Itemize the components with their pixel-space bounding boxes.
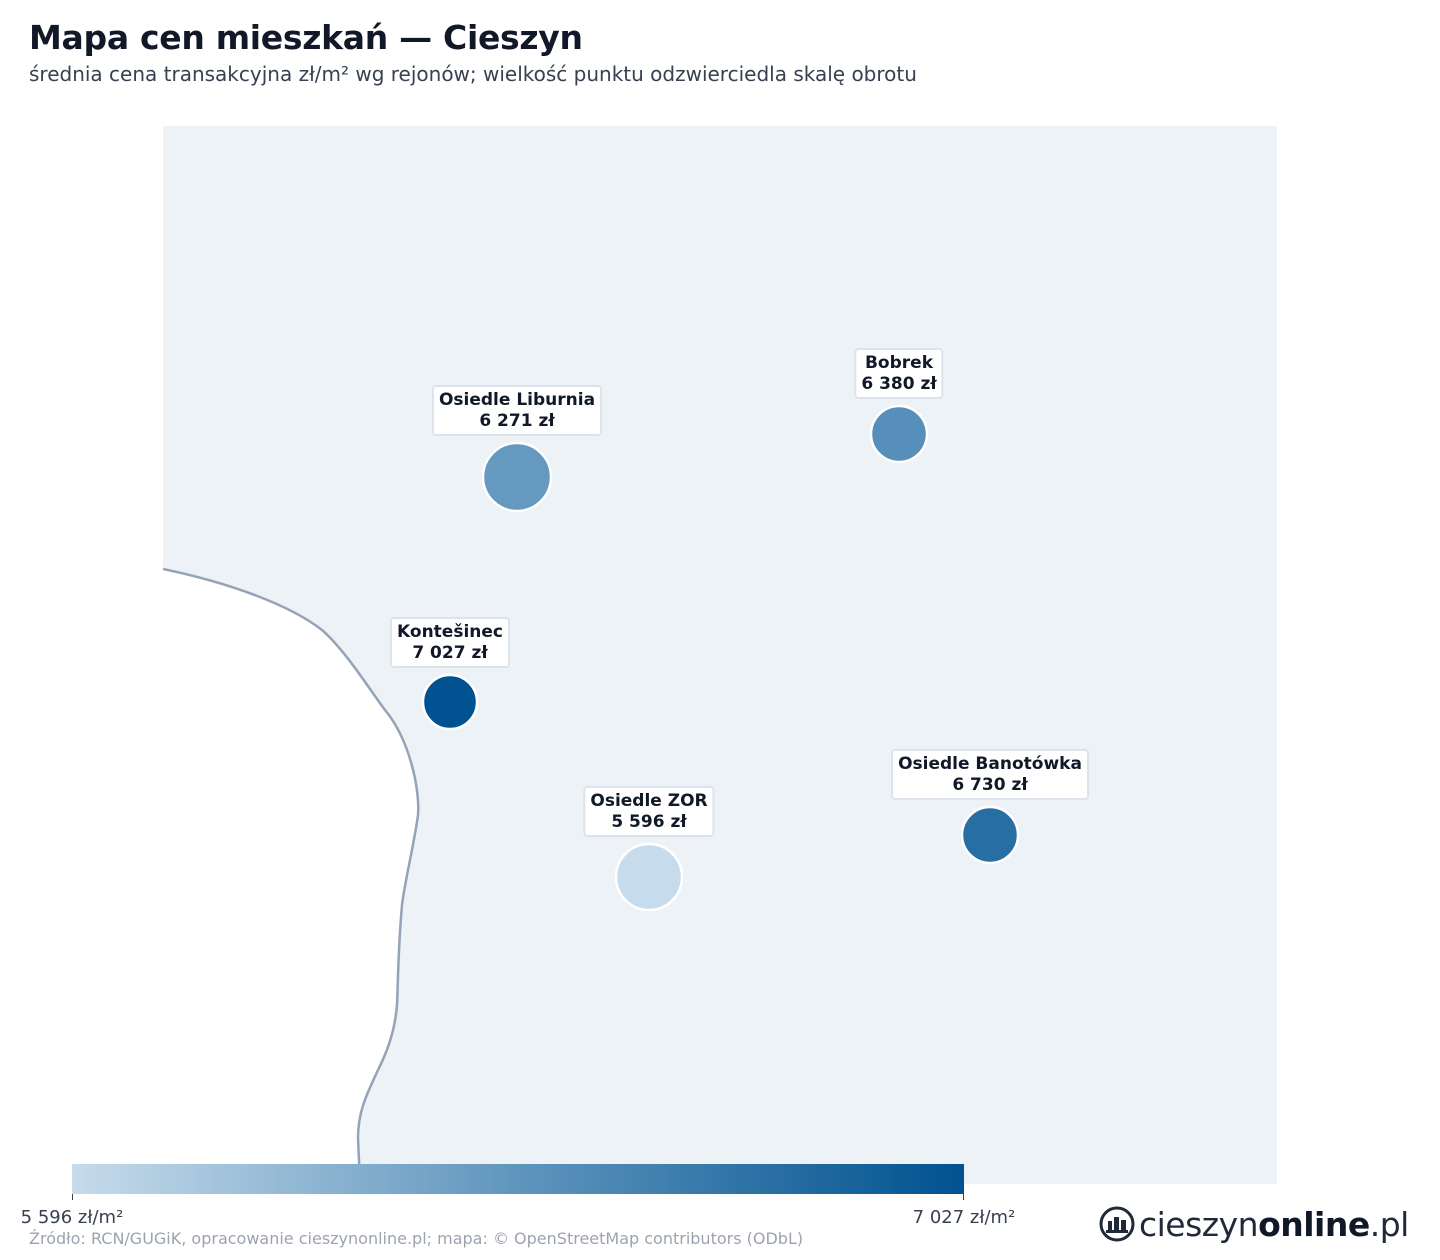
- page-title: Mapa cen mieszkań — Cieszyn: [29, 18, 583, 57]
- district-marker[interactable]: [869, 404, 929, 464]
- district-name: Osiedle ZOR: [590, 791, 708, 811]
- brand-suffix: .pl: [1369, 1204, 1410, 1244]
- district-label: Bobrek 6 380 zł: [854, 348, 944, 399]
- district-price: 6 380 zł: [861, 374, 937, 394]
- district-price: 5 596 zł: [611, 812, 687, 832]
- brand-bold: online: [1258, 1204, 1370, 1244]
- district-label: Kontešinec 7 027 zł: [390, 617, 510, 668]
- district-price: 6 271 zł: [479, 411, 555, 431]
- district-label: Osiedle Liburnia 6 271 zł: [431, 385, 603, 436]
- border-white-area: [163, 569, 419, 1184]
- scale-tick-min: [72, 1194, 73, 1200]
- district-name: Bobrek: [864, 353, 934, 373]
- district-name: Kontešinec: [397, 622, 503, 642]
- scale-tick-max: [963, 1194, 964, 1200]
- district-price: 7 027 zł: [412, 643, 488, 663]
- scale-min-label: 5 596 zł/m²: [20, 1207, 124, 1228]
- brand-logo[interactable]: cieszynonline.pl: [1099, 1203, 1409, 1245]
- district-marker[interactable]: [960, 805, 1020, 865]
- border-line: [163, 567, 420, 1184]
- district-price: 6 730 zł: [952, 775, 1028, 795]
- district-name: Osiedle Liburnia: [438, 390, 596, 410]
- scale-max-label: 7 027 zł/m²: [912, 1207, 1016, 1228]
- district-marker[interactable]: [481, 441, 553, 513]
- color-scale-bar: [72, 1164, 964, 1194]
- brand-prefix: cieszyn: [1139, 1204, 1259, 1244]
- district-marker[interactable]: [421, 673, 479, 731]
- district-label: Osiedle ZOR 5 596 zł: [583, 786, 715, 837]
- district-name: Osiedle Banotówka: [898, 754, 1082, 774]
- page-subtitle: średnia cena transakcyjna zł/m² wg rejon…: [29, 62, 917, 86]
- district-marker[interactable]: [614, 842, 684, 912]
- district-label: Osiedle Banotówka 6 730 zł: [891, 749, 1089, 800]
- cieszyn-logo-icon: [1099, 1206, 1135, 1242]
- source-note: Źródło: RCN/GUGiK, opracowanie cieszynon…: [29, 1229, 804, 1248]
